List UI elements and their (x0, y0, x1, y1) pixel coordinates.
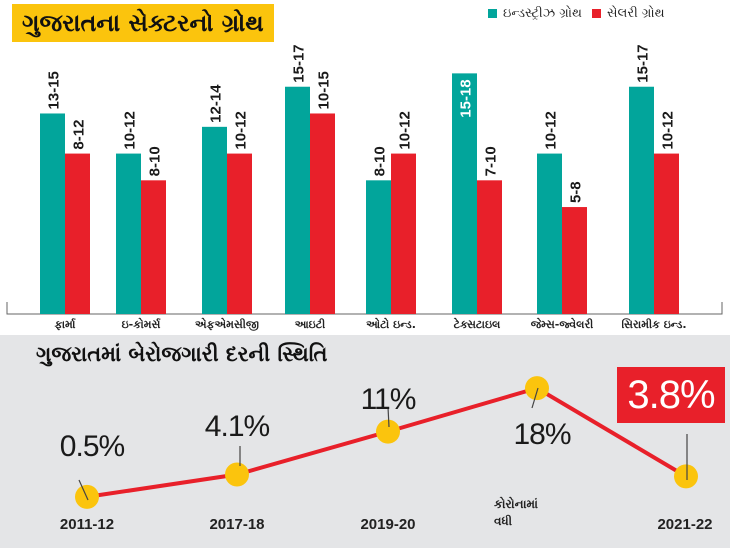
value-label: 18% (513, 418, 571, 451)
industry-bar (202, 126, 227, 314)
salary-bar-label: 10-12 (397, 111, 414, 149)
industry-bar (40, 113, 65, 314)
leader-line (78, 479, 89, 501)
industry-bar (116, 153, 141, 314)
category-label: આઇટી (294, 318, 326, 331)
industry-bar (366, 180, 391, 314)
industry-bar-label: 12-14 (208, 84, 225, 123)
category-label: ઇ-કોમર્સ (121, 318, 161, 331)
salary-bar-label: 10-12 (660, 111, 677, 149)
industry-bar-label: 10-12 (122, 111, 139, 149)
salary-bar (141, 180, 166, 314)
category-label: એફએમસીજી (195, 318, 259, 331)
corona-note-line-2: વધી (494, 514, 513, 528)
legend-swatch-salary (591, 9, 601, 18)
highlight-value-label: 3.8% (617, 367, 725, 423)
legend-label-industry: ઇન્ડસ્ટ્રીઝ ગ્રોથ (503, 6, 582, 21)
salary-bar-label: 5-8 (568, 181, 585, 203)
industry-bar (629, 86, 654, 314)
industry-bar-label: 15-17 (635, 44, 652, 82)
data-point (376, 419, 400, 444)
salary-bar-label: 8-12 (71, 120, 88, 150)
year-label: 2017-18 (209, 516, 265, 533)
value-label: 0.5% (59, 430, 125, 463)
category-label: ઓટો ઇન્ડ. (366, 318, 416, 331)
leader-line (531, 387, 539, 409)
category-label: ફાર્મા (54, 318, 76, 331)
salary-bar (227, 153, 252, 314)
industry-bar-label: 10-12 (543, 111, 560, 149)
data-point (674, 464, 698, 489)
industry-bar-label: 8-10 (372, 146, 389, 176)
salary-bar-label: 7-10 (483, 146, 500, 176)
year-label: 2021-22 (657, 516, 713, 533)
industry-bar (452, 73, 477, 314)
salary-bar-label: 10-15 (316, 71, 333, 109)
salary-bar (477, 180, 502, 314)
industry-bar-label: 15-18 (458, 79, 475, 117)
legend: ઇન્ડસ્ટ્રીઝ ગ્રોથ સેલરી ગ્રોથ (488, 6, 665, 21)
salary-bar (654, 153, 679, 314)
category-label: સિરામીક ઇન્ડ. (621, 318, 687, 331)
salary-bar-label: 8-10 (147, 146, 164, 176)
industry-bar-label: 15-17 (291, 44, 308, 82)
industry-bar (285, 86, 310, 314)
line-chart-title: ગુજરાતમાં બેરોજગારી દરની સ્થિતિ (36, 342, 328, 366)
bar-chart: 13-15 10-12 12-14 15-17 8-10 15-18 10-12 15-17 8… (6, 44, 723, 315)
legend-swatch-industry (488, 9, 497, 18)
category-label: જેમ્સ-જ્વેલરી (530, 318, 594, 331)
x-axis (6, 302, 723, 315)
year-label: 2011-12 (59, 516, 115, 533)
corona-note-line-1: કોરોનામાં (494, 497, 538, 511)
data-point (225, 462, 249, 487)
salary-bar (310, 113, 335, 314)
salary-bar (562, 207, 587, 314)
value-label: 4.1% (204, 410, 270, 443)
salary-bar-label: 10-12 (233, 111, 250, 149)
bar-chart-title: ગુજરાતના સેક્ટરનો ગ્રોથ (12, 4, 274, 42)
salary-bar (391, 153, 416, 314)
year-label: 2019-20 (360, 516, 416, 533)
unemployment-panel (0, 335, 730, 548)
category-label: ટેક્સટાઇલ (453, 318, 501, 331)
industry-bar-label: 13-15 (46, 71, 63, 109)
legend-label-salary: સેલરી ગ્રોથ (606, 6, 665, 21)
corona-note: કોરોનામાં વધી (494, 496, 538, 530)
leader-line (387, 406, 390, 428)
data-point (525, 376, 549, 401)
salary-bar (65, 153, 90, 314)
industry-bar (537, 153, 562, 314)
value-label: 11% (360, 383, 417, 416)
